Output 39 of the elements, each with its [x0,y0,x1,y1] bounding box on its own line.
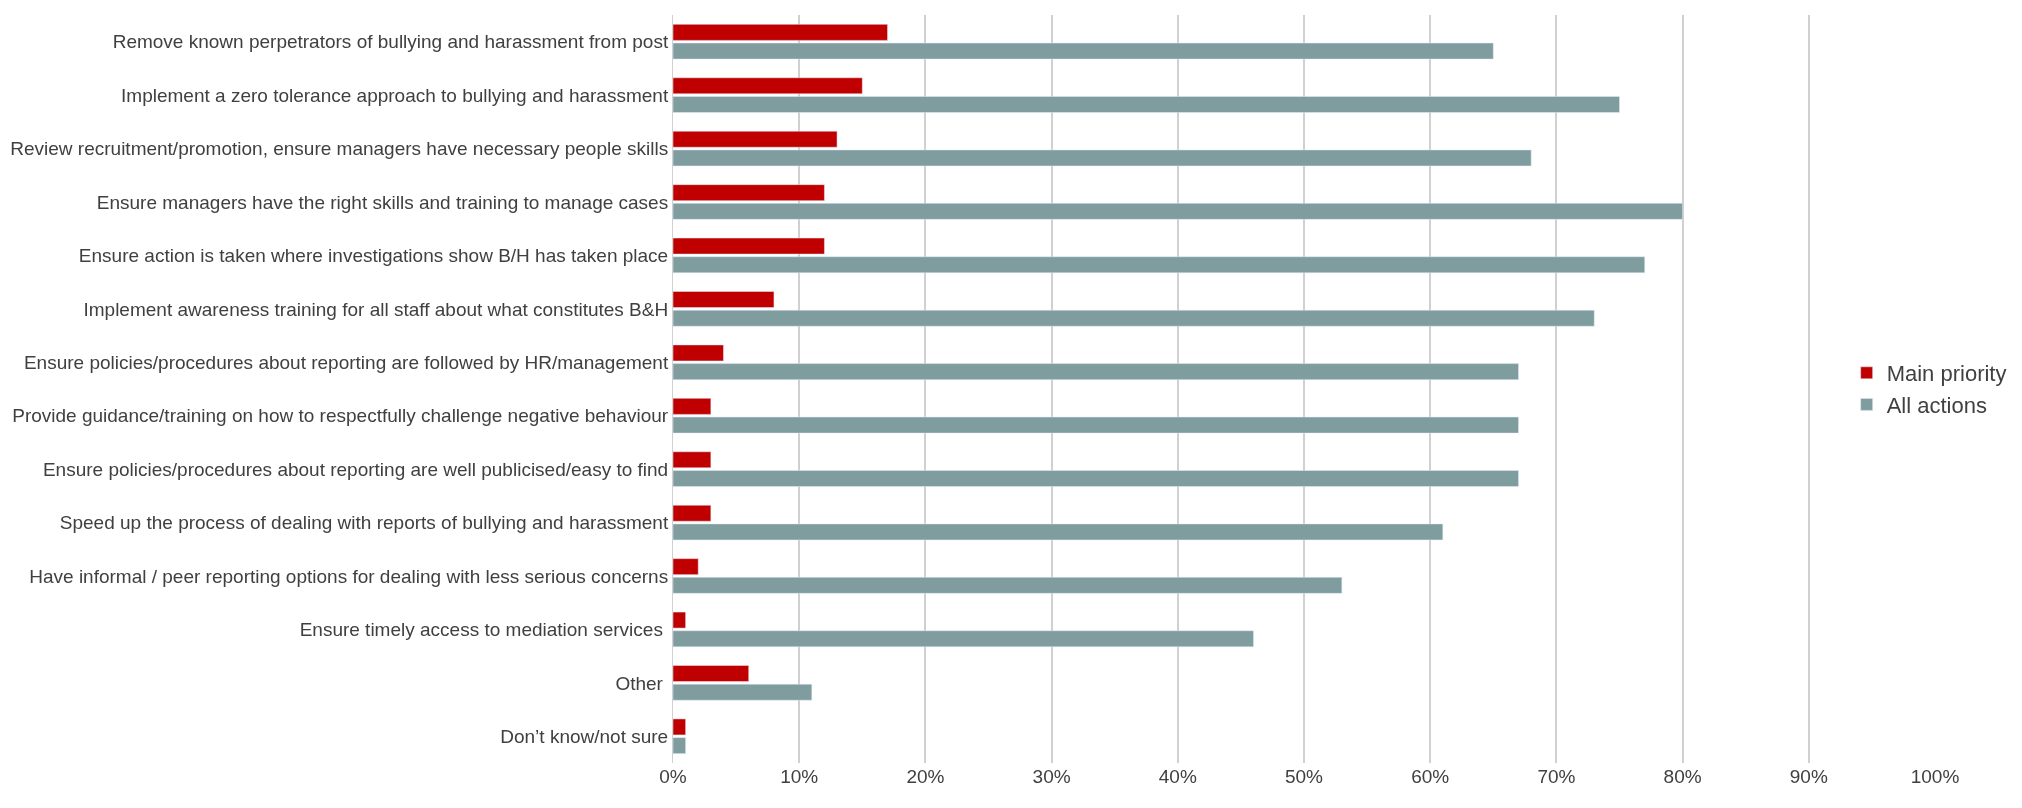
x-tick-label: 40% [1158,766,1197,787]
bar [673,470,1519,487]
bar [673,665,749,682]
bar [673,309,1595,327]
x-tick-label: 10% [780,766,819,787]
x-tick-label: 100% [1910,766,1960,787]
bar [673,203,1683,220]
bar [673,577,1343,594]
y-tick-label: Review recruitment/promotion, ensure managers have necessary people skills [10,138,669,160]
y-tick-label: Implement a zero tolerance approach to bullying and harassment [121,84,669,106]
y-tick-label: Provide guidance/training on how to respectfully challenge negative behaviour [12,405,669,427]
bar [673,291,775,308]
y-tick-label: Other [615,672,669,694]
bar [673,451,712,469]
bar [673,558,699,575]
bar [673,96,1620,113]
x-tick-label: 90% [1789,766,1828,787]
y-tick-label: Ensure action is taken where investigations show B/H has taken place [78,245,669,267]
y-tick-label: Ensure policies/procedures about reporting are well publicised/easy to find [42,458,669,480]
y-tick-label: Ensure managers have the right skills and training to manage cases [96,191,669,213]
x-tick-label: 80% [1663,766,1702,787]
x-tick-label: 0% [659,766,687,787]
bar [673,184,825,201]
y-tick-label: Speed up the process of dealing with reports of bullying and harassment [59,512,669,534]
y-tick-label: Ensure policies/procedures about reporting are followed by HR/management [23,351,669,373]
x-tick-label: 60% [1411,766,1450,787]
x-tick-label: 70% [1537,766,1576,787]
y-tick-label: Implement awareness training for all staff about what constitutes B&H [83,298,669,320]
bar [673,77,863,95]
y-tick-label: Don’t know/not sure [500,725,669,747]
x-tick-label: 50% [1284,766,1324,787]
y-tick-label: Have informal / peer reporting options for dealing with less serious concerns [29,565,669,587]
legend-label: Main priority [1886,361,2007,387]
x-tick-label: 20% [906,766,945,787]
y-tick-label: Remove known perpetrators of bullying and harassment from post [112,31,669,53]
legend-label: All actions [1886,392,1987,418]
x-tick-label: 30% [1032,766,1071,787]
y-tick-label: Ensure timely access to mediation services [299,619,669,641]
bar [673,683,813,701]
